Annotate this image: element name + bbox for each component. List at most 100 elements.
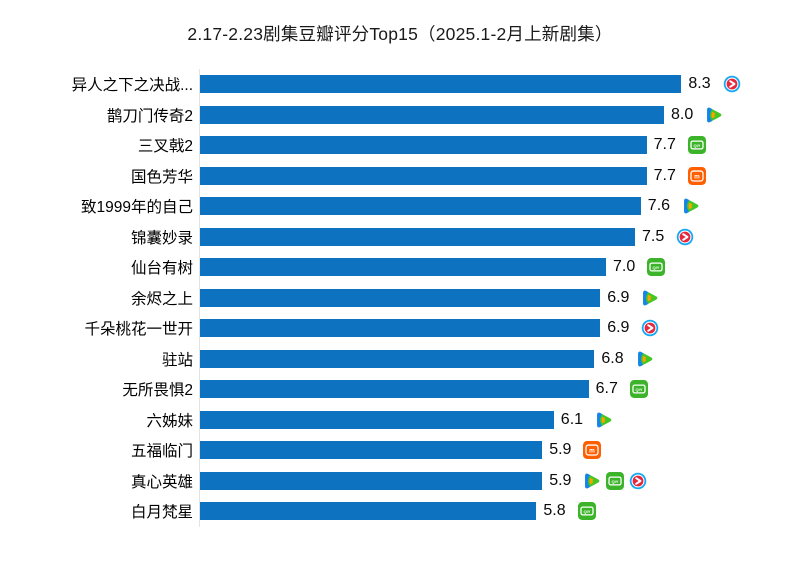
chart-row: 无所畏惧2 6.7 QIY	[0, 374, 800, 405]
tencent-video-icon	[595, 411, 613, 429]
category-label: 五福临门	[130, 443, 193, 461]
rating-value: 6.7	[595, 380, 618, 398]
bar-area: 8.0	[199, 99, 800, 130]
chart-title: 2.17-2.23剧集豆瓣评分Top15（2025.1-2月上新剧集）	[187, 24, 613, 44]
tencent-video-icon	[682, 197, 700, 215]
bar-area: 7.7 QIY	[199, 130, 800, 161]
rating-bar	[200, 136, 647, 155]
category-label: 余烬之上	[130, 290, 193, 308]
bar-area: 6.8	[199, 343, 800, 374]
svg-text:QIY: QIY	[653, 265, 660, 270]
chart-row: 五福临门 5.9 m	[0, 435, 800, 466]
chart-row: 余烬之上 6.9	[0, 282, 800, 313]
rating-value: 5.9	[549, 441, 572, 459]
category-label: 仙台有树	[130, 260, 193, 278]
chart-row: 锦囊妙录 7.5	[0, 221, 800, 252]
platform-icons	[682, 197, 700, 215]
iqiyi-icon: QIY	[577, 502, 596, 521]
rating-bar	[200, 349, 595, 368]
platform-icons: QIY	[577, 502, 596, 521]
youku-icon	[676, 228, 694, 246]
rating-bar	[200, 502, 537, 521]
platform-icons: m	[687, 166, 706, 185]
platform-icons: QIY	[629, 380, 648, 399]
chart-row: 致1999年的自己 7.6	[0, 191, 800, 222]
category-label: 无所畏惧2	[122, 382, 193, 400]
rating-bar	[200, 441, 543, 460]
bar-area: 6.9	[199, 313, 800, 344]
rating-value: 6.9	[607, 319, 630, 337]
category-label: 国色芳华	[130, 168, 193, 186]
iqiyi-icon: QIY	[647, 258, 666, 277]
rating-value: 7.6	[647, 197, 671, 215]
rating-bar	[200, 227, 635, 246]
category-label: 驻站	[161, 351, 193, 369]
chart-row: 鹊刀门传奇2 8.0	[0, 99, 800, 130]
rating-value: 7.7	[653, 166, 676, 184]
category-label: 六姊妹	[146, 412, 193, 430]
chart-row: 千朵桃花一世开 6.9	[0, 313, 800, 344]
iqiyi-icon: QIY	[606, 471, 625, 490]
tencent-video-icon	[705, 106, 723, 124]
rating-bar	[200, 105, 664, 124]
youku-icon	[641, 319, 659, 337]
platform-icons	[595, 411, 613, 429]
bar-area: 8.3	[199, 69, 800, 100]
rating-value: 6.9	[607, 288, 630, 306]
rating-bar	[200, 197, 641, 216]
iqiyi-icon: QIY	[629, 380, 648, 399]
tencent-video-icon	[583, 472, 601, 490]
platform-icons	[705, 106, 723, 124]
rating-bar	[200, 319, 601, 338]
svg-text:QIY: QIY	[612, 479, 619, 484]
tencent-video-icon	[636, 350, 654, 368]
youku-icon	[629, 472, 647, 490]
bar-area: 5.9 QIY	[199, 465, 800, 496]
platform-icons	[641, 319, 659, 337]
rating-bar	[200, 380, 589, 399]
platform-icons: QIY	[647, 258, 666, 277]
svg-text:m: m	[694, 173, 700, 180]
youku-icon	[723, 75, 741, 93]
rating-value: 6.8	[601, 349, 624, 367]
bar-area: 6.9	[199, 282, 800, 313]
bar-area: 7.5	[199, 221, 800, 252]
platform-icons: QIY	[583, 471, 647, 490]
rating-value: 5.9	[549, 471, 572, 489]
category-label: 真心英雄	[130, 473, 193, 491]
bar-area: 5.8 QIY	[199, 496, 800, 527]
tencent-video-icon	[641, 289, 659, 307]
rating-value: 7.5	[642, 227, 665, 245]
rating-bar	[200, 258, 606, 277]
mango-tv-icon: m	[583, 441, 602, 460]
rating-value: 7.7	[653, 136, 676, 154]
iqiyi-icon: QIY	[687, 136, 706, 155]
category-label: 千朵桃花一世开	[84, 321, 193, 339]
rating-bar	[200, 288, 601, 307]
chart-row: 白月梵星 5.8 QIY	[0, 496, 800, 527]
chart-row: 国色芳华 7.7 m	[0, 160, 800, 191]
category-label: 白月梵星	[130, 504, 193, 522]
platform-icons	[636, 350, 654, 368]
category-label: 异人之下之决战...	[71, 77, 193, 95]
chart-row: 异人之下之决战... 8.3	[0, 69, 800, 100]
rating-value: 7.0	[613, 258, 636, 276]
rating-bar	[200, 166, 647, 185]
bar-area: 7.7 m	[199, 160, 800, 191]
platform-icons	[641, 289, 659, 307]
rating-value: 5.8	[543, 502, 566, 520]
rating-bar	[200, 471, 543, 490]
rating-bar	[200, 410, 554, 429]
platform-icons	[723, 75, 741, 93]
chart-rows: 异人之下之决战... 8.3 鹊刀门传奇2 8.0 三叉戟2 7.7 QIY 国色芳华 7.7 m…	[0, 69, 800, 527]
svg-text:QIY: QIY	[693, 143, 700, 148]
platform-icons: QIY	[687, 136, 706, 155]
svg-text:QIY: QIY	[635, 387, 642, 392]
bar-area: 7.0 QIY	[199, 252, 800, 283]
svg-text:m: m	[590, 448, 596, 455]
category-label: 三叉戟2	[137, 138, 193, 156]
platform-icons	[676, 228, 694, 246]
mango-tv-icon: m	[687, 166, 706, 185]
chart-row: 三叉戟2 7.7 QIY	[0, 130, 800, 161]
